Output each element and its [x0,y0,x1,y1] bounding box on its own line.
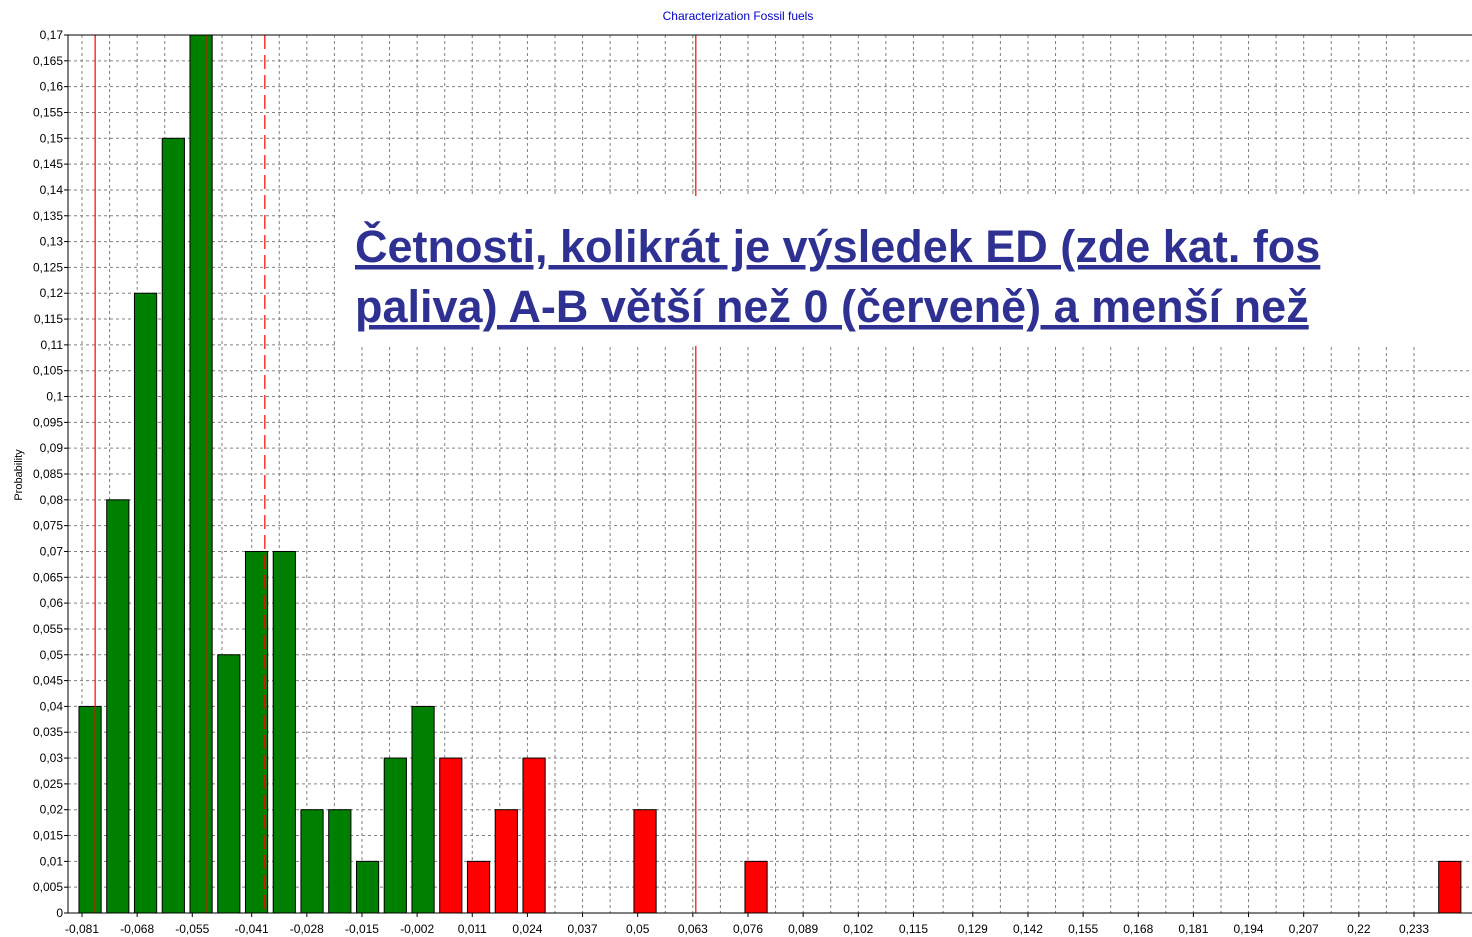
x-tick-label: -0,081 [65,922,99,936]
y-tick-label: 0,065 [33,570,63,584]
bar [383,757,407,914]
y-tick-label: 0 [56,906,63,920]
bar [272,550,296,914]
reference-lines [94,35,697,913]
bar [217,654,241,914]
y-tick-label: 0,095 [33,415,63,429]
annotation-line: paliva) A-B větší než 0 (červeně) a menš… [355,281,1309,332]
axes: 0 0,005 0,01 0,015 0,02 0,025 0,03 0,035 0,04 0,0… [33,28,1472,936]
bar [439,757,463,914]
y-tick-label: 0,03 [40,751,64,765]
y-tick-label: 0,075 [33,519,63,533]
chart-title: Characterization Fossil fuels [663,9,814,23]
y-tick-label: 0,13 [40,235,64,249]
y-tick-label: 0,145 [33,157,63,171]
annotation-box [335,196,1472,346]
y-tick-label: 0,05 [40,648,64,662]
y-tick-label: 0,12 [40,286,64,300]
x-tick-label: -0,028 [290,922,324,936]
y-tick-label: 0,125 [33,260,63,274]
x-tick-label: 0,233 [1399,922,1429,936]
bar [522,757,546,914]
x-tick-label: -0,015 [345,922,379,936]
bar [411,705,435,914]
x-tick-label: 0,076 [733,922,763,936]
x-tick-label: -0,041 [235,922,269,936]
bar [161,137,185,914]
y-tick-label: 0,035 [33,725,63,739]
x-tick-label: -0,055 [175,922,209,936]
y-tick-label: 0,15 [40,131,64,145]
x-tick-label: -0,068 [120,922,154,936]
bar [328,809,352,914]
x-tick-label: 0,194 [1234,922,1264,936]
bars [78,34,1462,914]
y-tick-label: 0,085 [33,467,63,481]
x-tick-label: 0,115 [899,922,928,936]
bar [494,809,518,914]
x-tick-label: -0,002 [400,922,434,936]
bar [355,860,380,914]
y-tick-label: 0,14 [40,183,64,197]
y-tick-label: 0,055 [33,622,63,636]
y-tick-label: 0,17 [40,28,64,42]
bar [633,809,657,914]
x-tick-label: 0,181 [1178,922,1208,936]
y-tick-label: 0,16 [40,80,64,94]
bar [189,34,213,914]
y-tick-label: 0,07 [40,544,64,558]
x-tick-label: 0,024 [512,922,542,936]
x-tick-label: 0,011 [458,922,487,936]
bar [78,705,102,914]
y-tick-label: 0,105 [33,364,63,378]
bar [1438,860,1462,914]
x-tick-label: 0,05 [626,922,650,936]
y-tick-label: 0,09 [40,441,64,455]
y-tick-label: 0,015 [33,829,63,843]
bar [466,860,491,914]
y-tick-label: 0,08 [40,493,64,507]
x-tick-label: 0,142 [1013,922,1043,936]
y-tick-label: 0,02 [40,803,64,817]
y-tick-label: 0,135 [33,209,63,223]
bar [133,292,158,914]
x-tick-label: 0,155 [1068,922,1098,936]
bar [744,860,768,914]
y-tick-label: 0,025 [33,777,63,791]
y-tick-label: 0,04 [40,699,64,713]
y-tick-label: 0,01 [40,854,64,868]
x-tick-label: 0,063 [678,922,708,936]
x-tick-label: 0,037 [568,922,598,936]
x-tick-label: 0,207 [1289,922,1319,936]
x-tick-label: 0,129 [958,922,988,936]
y-axis-label: Probability [13,449,25,501]
y-tick-label: 0,155 [33,105,63,119]
y-tick-label: 0,005 [33,880,63,894]
bar [106,499,130,914]
bar [300,809,324,914]
x-tick-label: 0,102 [843,922,873,936]
y-tick-label: 0,11 [41,338,64,352]
y-tick-label: 0,06 [40,596,64,610]
y-tick-label: 0,1 [46,390,63,404]
x-tick-label: 0,22 [1347,922,1371,936]
x-tick-label: 0,168 [1123,922,1153,936]
x-tick-label: 0,089 [788,922,818,936]
y-tick-label: 0,165 [33,54,63,68]
y-tick-label: 0,045 [33,674,63,688]
y-tick-label: 0,115 [34,312,63,326]
annotation-line: Četnosti, kolikrát je výsledek ED (zde k… [355,221,1320,272]
